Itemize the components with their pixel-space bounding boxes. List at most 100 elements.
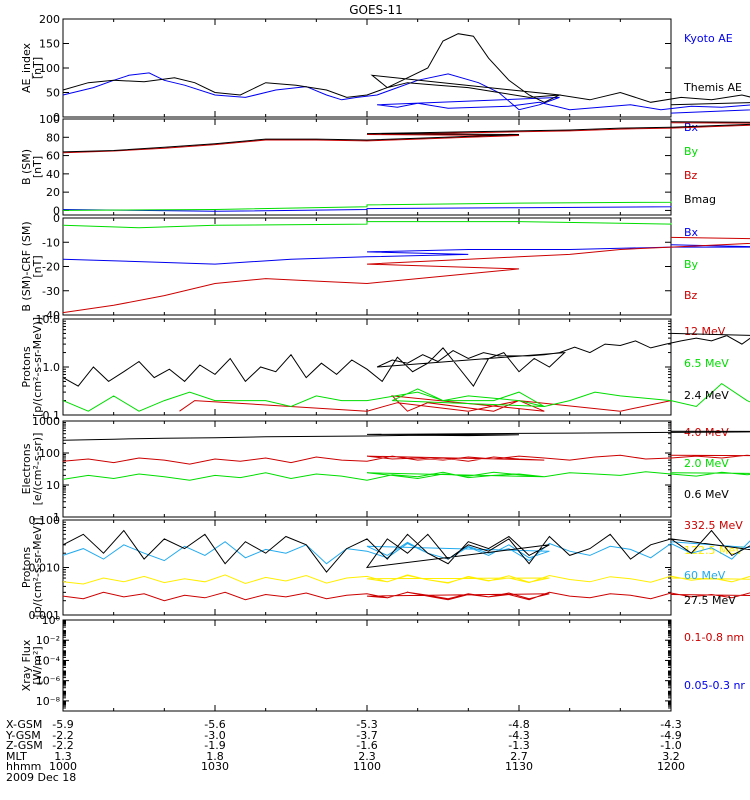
legend-label: 12 MeV [684,325,726,338]
legend-label: Kyoto AE [684,32,733,45]
legend-label: 60 MeV [684,569,726,582]
legend-label: Bz [684,289,698,302]
y-axis-label-line: B (SM) [20,149,33,185]
legend-label: Bx [684,226,699,239]
y-tick-label: 1 [53,511,60,524]
y-tick-label: 0.100 [29,514,61,527]
panel-frame [62,217,672,316]
ephemeris-value: -4.3 [508,729,529,742]
legend-label: 0.1-0.8 nm [684,631,744,644]
legend-label: Bmag [684,193,716,206]
y-axis-label-line: [e/(cm²-s-sr)] [31,433,44,506]
ephemeris-value: 1030 [201,760,229,773]
y-tick-label: -10 [42,236,60,249]
ephemeris-value: -5.6 [204,718,225,731]
ephemeris-value: 2.7 [510,750,528,763]
panel-frame [62,420,672,518]
ephemeris-row-label: X-GSM [6,718,42,731]
y-tick-label: 10 [46,479,60,492]
y-tick-label: 80 [46,131,60,144]
series-line-bx [62,205,672,212]
y-tick-label: 0.1 [43,409,61,422]
legend-label: 122.5 MeV [684,544,743,557]
series-line-0.6-mev [62,430,750,441]
y-axis-label: AE_index[nT] [20,42,44,93]
y-axis-label-line: B (SM)-CRF (SM) [20,221,33,311]
y-tick-label: 100 [39,113,60,126]
y-tick-label: 1000 [32,415,60,428]
y-tick-label: -40 [42,309,60,322]
ephemeris-value: -2.2 [52,739,73,752]
ephemeris-value: -5.9 [52,718,73,731]
y-tick-label: 150 [39,38,60,51]
legend-label: 0.05-0.3 nr [684,679,745,692]
y-tick-label: 60 [46,150,60,163]
ephemeris-value: -3.7 [356,729,377,742]
ephemeris-value: -1.0 [660,739,681,752]
series-line-by [62,201,672,211]
y-axis-label: B (SM)-CRF (SM)[nT] [20,221,44,311]
series-line-bmag [62,121,750,153]
y-axis-label-line: [W/m²] [31,646,44,684]
panel-6: 0.0010.0100.100Protons[p/(cm²-s-sr-MeV)]… [20,514,750,622]
legend-label: By [684,258,699,271]
y-tick-label: 0.001 [29,609,61,622]
series-line-kyoto-ae [62,72,750,114]
panel-frame [62,619,672,712]
series-line-60-mev [62,540,750,565]
ephemeris-value: 1.8 [206,750,224,763]
y-axis-label-line: [nT] [31,57,44,79]
y-axis-label-line: Xray Flux [20,639,33,691]
y-tick-label: 0.010 [29,562,61,575]
y-axis-label: Protons[p/(cm²-s-sr-MeV)] [20,317,44,417]
y-axis-label: Electrons[e/(cm²-s-sr)] [20,433,44,506]
series-line-122.5-mev [62,574,750,585]
panel-7: 10⁻⁸ 10⁻⁶ 10⁻⁴ 10⁻² 10⁰ Xray Flux[W/m²] 0.1-0.… [20,614,745,712]
series-line-2.4-mev [62,332,750,387]
series-line-2.0-mev [62,471,750,481]
y-axis-label-line: [p/(cm²-s-sr-MeV)] [31,317,44,417]
legend-label: 332.5 MeV [684,519,743,532]
y-axis-label: B (SM)[nT] [20,149,44,185]
y-axis-label-line: [p/(cm²-s-sr-MeV)] [31,518,44,618]
y-tick-label: 10⁻⁸ [36,695,61,708]
x-axis-ephemeris: X-GSM -5.9 -5.6 -5.3 -4.8 -4.3 Y-GSM -2.2 -3.0 -3… [5,718,685,784]
ephemeris-value: -2.2 [52,729,73,742]
ephemeris-value: -4.9 [660,729,681,742]
series-line-6.5-mev [62,382,750,412]
legend-label: Themis AE [683,81,742,94]
series-line-by [62,221,672,229]
ephemeris-value: -4.8 [508,718,529,731]
ephemeris-value: -5.3 [356,718,377,731]
ephemeris-value: -1.6 [356,739,377,752]
ephemeris-value: 1000 [49,760,77,773]
series-line-bx [62,244,750,265]
y-tick-label: 10⁻⁶ [36,675,61,688]
legend-label: 2.0 MeV [684,457,729,470]
legend-label: 2.4 MeV [684,389,729,402]
y-tick-label: 100 [39,447,60,460]
ephemeris-value: 1200 [657,760,685,773]
series-line-bz [62,236,750,314]
ephemeris-value: 1.3 [54,750,72,763]
y-axis-label: Protons[p/(cm²-s-sr-MeV)] [20,518,44,618]
y-axis-label-line: [nT] [31,255,44,277]
y-tick-label: 10⁰ [42,614,61,627]
ephemeris-value: -1.9 [204,739,225,752]
ephemeris-row-label: Z-GSM [6,739,43,752]
y-tick-label: 10⁻² [36,634,60,647]
ephemeris-value: 3.2 [662,750,680,763]
ephemeris-value: 2.3 [358,750,376,763]
series-line-27.5-mev [62,529,750,573]
y-tick-label: 0 [53,111,60,124]
y-tick-label: 200 [39,13,60,26]
ephemeris-value: -3.0 [204,729,225,742]
plot-date: 2009 Dec 18 [6,771,76,784]
y-tick-label: 0 [53,212,60,225]
y-tick-label: 1.0 [43,361,61,374]
ephemeris-row-label: Y-GSM [5,729,41,742]
y-axis-label-line: Protons [20,547,33,588]
